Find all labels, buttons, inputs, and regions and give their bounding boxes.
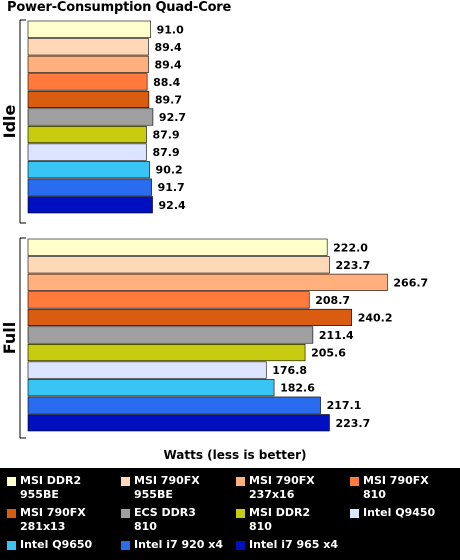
data-label: 87.9	[152, 146, 179, 159]
bar	[27, 291, 310, 309]
legend-label: MSI DDR2 810	[249, 506, 311, 533]
legend-swatch	[236, 509, 245, 518]
legend-item: MSI 790FX 810	[350, 474, 429, 502]
bar	[27, 20, 151, 38]
bar	[27, 178, 152, 196]
bar	[27, 414, 330, 432]
legend-item: Intel i7 965 x4	[236, 538, 338, 552]
data-label: 91.7	[158, 181, 185, 194]
data-label: 217.1	[327, 399, 362, 412]
bar	[27, 108, 154, 126]
data-label: 182.6	[280, 382, 315, 395]
data-label: 205.6	[311, 347, 346, 360]
data-label: 90.2	[156, 164, 183, 177]
bar	[27, 396, 321, 414]
legend-label: MSI 790FX 237x16	[249, 474, 315, 501]
legend-swatch	[121, 509, 130, 518]
bar	[27, 196, 153, 214]
legend-swatch	[121, 477, 130, 486]
data-label: 87.9	[152, 129, 179, 142]
legend-swatch	[236, 477, 245, 486]
legend-label: MSI 790FX 955BE	[134, 474, 200, 501]
legend-item: MSI 790FX 237x16	[236, 474, 315, 502]
legend-swatch	[350, 477, 359, 486]
data-label: 88.4	[153, 76, 180, 89]
bar	[27, 38, 149, 56]
legend-item: ECS DDR3 810	[121, 506, 196, 534]
legend-swatch	[236, 541, 245, 550]
bar	[27, 161, 150, 179]
group-label: Full	[0, 322, 19, 355]
bar-chart: Idle 91.0 89.4 89.4 88.4 89.7 92.7 87.9 87.9 90.2…	[0, 19, 428, 462]
legend: MSI DDR2 955BE MSI 790FX 955BE MSI 790FX 2…	[0, 468, 460, 560]
legend-label: Intel i7 920 x4	[134, 538, 224, 551]
data-label: 92.4	[159, 199, 186, 212]
data-label: 89.4	[154, 58, 181, 71]
bar	[27, 326, 314, 344]
bar	[27, 143, 147, 161]
legend-item: Intel Q9650	[7, 538, 92, 552]
data-label: 240.2	[358, 311, 393, 324]
legend-swatch	[7, 509, 16, 518]
data-label: 89.7	[155, 93, 182, 106]
bar	[27, 343, 306, 362]
legend-swatch	[7, 477, 16, 486]
x-axis-label: Watts (less is better)	[163, 448, 306, 462]
legend-item: Intel i7 920 x4	[121, 538, 223, 552]
data-label: 92.7	[159, 111, 186, 124]
data-label: 266.7	[393, 276, 428, 289]
chart-title: Power-Consumption Quad-Core	[7, 0, 232, 15]
bar	[27, 73, 148, 91]
data-label: 211.4	[319, 329, 354, 342]
legend-item: MSI 790FX 281x13	[7, 506, 86, 534]
bar	[27, 238, 328, 256]
legend-label: ECS DDR3 810	[134, 506, 196, 533]
bar	[27, 308, 352, 327]
bar	[27, 126, 147, 144]
legend-swatch	[121, 541, 130, 550]
legend-item: MSI 790FX 955BE	[121, 474, 200, 502]
bar	[27, 273, 388, 291]
bar	[27, 379, 275, 397]
legend-label: Intel Q9450	[363, 506, 436, 519]
data-label: 223.7	[335, 259, 370, 272]
legend-label: Intel i7 965 x4	[249, 538, 339, 551]
bar	[27, 256, 330, 274]
legend-label: MSI DDR2 955BE	[20, 474, 82, 501]
bar	[27, 90, 150, 108]
data-label: 176.8	[272, 364, 307, 377]
legend-swatch	[350, 509, 359, 518]
bar	[27, 361, 267, 379]
legend-item: MSI DDR2 810	[236, 506, 310, 534]
legend-item: Intel Q9450	[350, 506, 435, 520]
data-label: 89.4	[154, 41, 181, 54]
group-label: Idle	[0, 104, 19, 138]
legend-label: MSI 790FX 810	[363, 474, 429, 501]
bar	[27, 55, 149, 73]
legend-label: Intel Q9650	[20, 538, 93, 551]
data-label: 222.0	[333, 241, 368, 254]
legend-swatch	[7, 541, 16, 550]
legend-item: MSI DDR2 955BE	[7, 474, 81, 502]
data-label: 223.7	[335, 417, 370, 430]
data-label: 91.0	[157, 23, 184, 36]
legend-label: MSI 790FX 281x13	[20, 506, 86, 533]
data-label: 208.7	[315, 294, 350, 307]
